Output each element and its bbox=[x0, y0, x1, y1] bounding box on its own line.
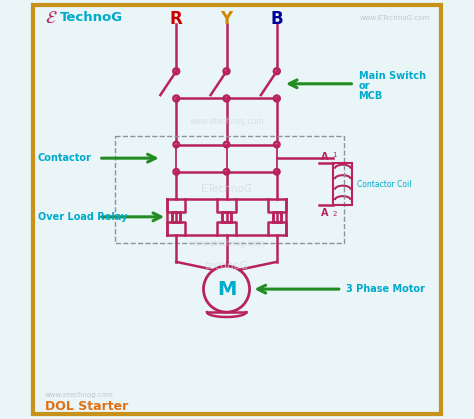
Text: M: M bbox=[217, 279, 236, 299]
Bar bbox=[333, 163, 352, 205]
Text: 1: 1 bbox=[333, 153, 337, 158]
Text: $\mathcal{E}$: $\mathcal{E}$ bbox=[45, 9, 58, 26]
Text: ETechnoG: ETechnoG bbox=[201, 184, 252, 194]
Text: Contactor Coil: Contactor Coil bbox=[357, 180, 412, 189]
Text: A: A bbox=[321, 152, 328, 162]
Text: DOL Starter: DOL Starter bbox=[45, 400, 128, 413]
Text: 2: 2 bbox=[333, 211, 337, 217]
Text: Contactor: Contactor bbox=[38, 153, 92, 163]
Circle shape bbox=[203, 266, 250, 312]
Text: 3 Phase Motor: 3 Phase Motor bbox=[346, 284, 425, 294]
Text: Y: Y bbox=[220, 10, 233, 28]
Text: Over Load Relay: Over Load Relay bbox=[38, 212, 128, 222]
Text: R: R bbox=[170, 10, 182, 28]
Text: www.etechnog.com: www.etechnog.com bbox=[45, 392, 114, 398]
Text: Main Switch: Main Switch bbox=[358, 71, 426, 81]
FancyBboxPatch shape bbox=[33, 5, 441, 414]
Text: TechnoG: TechnoG bbox=[60, 11, 123, 24]
Text: A: A bbox=[321, 208, 328, 218]
Text: B: B bbox=[271, 10, 283, 28]
Text: technoG: technoG bbox=[204, 261, 248, 271]
Text: www.etechnog.com: www.etechnog.com bbox=[189, 238, 264, 248]
Text: www.ETechnoG.com: www.ETechnoG.com bbox=[360, 15, 430, 21]
Text: www.etechnog.com: www.etechnog.com bbox=[189, 117, 264, 126]
Text: or: or bbox=[358, 81, 370, 91]
Text: MCB: MCB bbox=[358, 91, 383, 101]
